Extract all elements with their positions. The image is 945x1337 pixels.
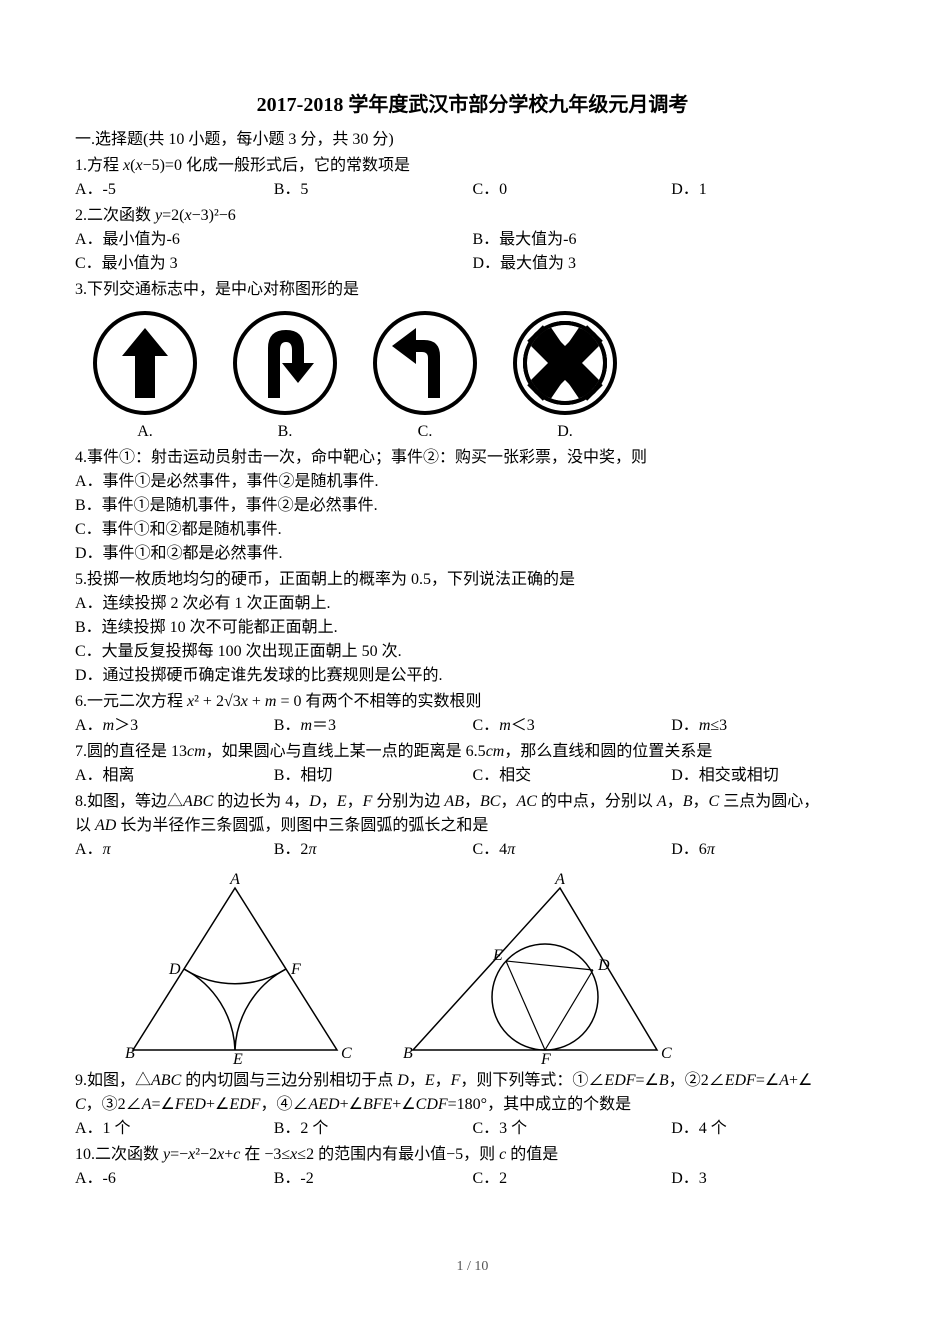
q10-opt-a: A．-6 (75, 1167, 274, 1191)
q10-text: 10.二次函数 y=−x²−2x+c 在 −3≤x≤2 的范围内有最小值−5，则… (75, 1143, 870, 1167)
q8-opt-b: B．2π (274, 838, 473, 862)
svg-text:F: F (540, 1051, 551, 1065)
q3-opt-c: C. (418, 420, 433, 444)
q2-options-row1: A．最小值为-6 B．最大值为-6 (75, 228, 870, 252)
q4-opt-a: A．事件①是必然事件，事件②是随机事件. (75, 470, 870, 494)
q1-opt-a: A．-5 (75, 178, 274, 202)
q2-opt-c: C．最小值为 3 (75, 252, 473, 276)
q6-opt-b: B．m＝3 (274, 714, 473, 738)
q6-opt-c: C．m＜3 (473, 714, 672, 738)
q1-options: A．-5 B．5 C．0 D．1 (75, 178, 870, 202)
triangle-q9-icon: A B C E D F (395, 870, 675, 1065)
svg-text:A: A (554, 871, 565, 888)
q8-opt-a: A．π (75, 838, 274, 862)
svg-text:A: A (229, 871, 240, 888)
q1-opt-c: C．0 (473, 178, 672, 202)
q5-opt-b: B．连续投掷 10 次不可能都正面朝上. (75, 616, 870, 640)
q10-options: A．-6 B．-2 C．2 D．3 (75, 1167, 870, 1191)
q5-text: 5.投掷一枚质地均匀的硬币，正面朝上的概率为 0.5，下列说法正确的是 (75, 568, 870, 592)
page-title: 2017-2018 学年度武汉市部分学校九年级元月调考 (75, 90, 870, 120)
q7-opt-c: C．相交 (473, 764, 672, 788)
q7-options: A．相离 B．相切 C．相交 D．相交或相切 (75, 764, 870, 788)
q9-opt-b: B．2 个 (274, 1117, 473, 1141)
svg-text:E: E (232, 1051, 243, 1065)
svg-text:B: B (125, 1045, 135, 1062)
svg-text:B: B (403, 1045, 413, 1062)
q8-opt-d: D．6π (671, 838, 870, 862)
q8-options: A．π B．2π C．4π D．6π (75, 838, 870, 862)
q1-opt-d: D．1 (671, 178, 870, 202)
svg-text:C: C (341, 1045, 352, 1062)
section-header: 一.选择题(共 10 小题，每小题 3 分，共 30 分) (75, 128, 870, 152)
q10-opt-d: D．3 (671, 1167, 870, 1191)
q7-opt-a: A．相离 (75, 764, 274, 788)
q8-text2: 以 AD 长为半径作三条圆弧，则图中三条圆弧的弧长之和是 (75, 814, 870, 838)
q1-text: 1.方程 x(x−5)=0 化成一般形式后，它的常数项是 (75, 154, 870, 178)
q1-opt-b: B．5 (274, 178, 473, 202)
q6-text: 6.一元二次方程 x² + 2√3x + m = 0 有两个不相等的实数根则 (75, 690, 870, 714)
q6-opt-d: D．m≤3 (671, 714, 870, 738)
q5-opt-a: A．连续投掷 2 次必有 1 次正面朝上. (75, 592, 870, 616)
q4-opt-d: D．事件①和②都是必然事件. (75, 542, 870, 566)
sign-a-icon (90, 308, 200, 418)
triangle-q8-icon: A B C D E F (115, 870, 355, 1065)
q8-text1: 8.如图，等边△ABC 的边长为 4，D，E，F 分别为边 AB，BC，AC 的… (75, 790, 870, 814)
q2-options-row2: C．最小值为 3 D．最大值为 3 (75, 252, 870, 276)
q3-opt-a: A. (137, 420, 153, 444)
page-number: 1 / 10 (0, 1256, 945, 1277)
q2-opt-d: D．最大值为 3 (473, 252, 871, 276)
q6-options: A．m＞3 B．m＝3 C．m＜3 D．m≤3 (75, 714, 870, 738)
q9-text2: C，③2∠A=∠FED+∠EDF，④∠AED+∠BFE+∠CDF=180°，其中… (75, 1093, 870, 1117)
q7-opt-b: B．相切 (274, 764, 473, 788)
q7-text: 7.圆的直径是 13cm，如果圆心与直线上某一点的距离是 6.5cm，那么直线和… (75, 740, 870, 764)
traffic-signs: A. B. C. (85, 308, 870, 444)
q9-options: A．1 个 B．2 个 C．3 个 D．4 个 (75, 1117, 870, 1141)
q5-opt-d: D．通过投掷硬币确定谁先发球的比赛规则是公平的. (75, 664, 870, 688)
q4-opt-b: B．事件①是随机事件，事件②是必然事件. (75, 494, 870, 518)
q3-opt-d: D. (557, 420, 573, 444)
q10-opt-c: C．2 (473, 1167, 672, 1191)
q9-opt-c: C．3 个 (473, 1117, 672, 1141)
q9-text1: 9.如图，△ABC 的内切圆与三边分别相切于点 D，E，F，则下列等式：①∠ED… (75, 1069, 870, 1093)
q7-opt-d: D．相交或相切 (671, 764, 870, 788)
sign-d-icon (510, 308, 620, 418)
q3-opt-b: B. (278, 420, 293, 444)
q9-opt-a: A．1 个 (75, 1117, 274, 1141)
svg-text:E: E (492, 947, 503, 964)
q8-opt-c: C．4π (473, 838, 672, 862)
q2-opt-b: B．最大值为-6 (473, 228, 871, 252)
q4-text: 4.事件①：射击运动员射击一次，命中靶心；事件②：购买一张彩票，没中奖，则 (75, 446, 870, 470)
q9-opt-d: D．4 个 (671, 1117, 870, 1141)
svg-text:D: D (168, 961, 181, 978)
sign-b-icon (230, 308, 340, 418)
q3-text: 3.下列交通标志中，是中心对称图形的是 (75, 278, 870, 302)
q4-opt-c: C．事件①和②都是随机事件. (75, 518, 870, 542)
q10-opt-b: B．-2 (274, 1167, 473, 1191)
q5-opt-c: C．大量反复投掷每 100 次出现正面朝上 50 次. (75, 640, 870, 664)
svg-text:C: C (661, 1045, 672, 1062)
triangle-figures: A B C D E F A B C E D F (115, 870, 870, 1065)
q6-opt-a: A．m＞3 (75, 714, 274, 738)
q2-opt-a: A．最小值为-6 (75, 228, 473, 252)
q2-text: 2.二次函数 y=2(x−3)²−6 (75, 204, 870, 228)
sign-c-icon (370, 308, 480, 418)
svg-text:D: D (597, 957, 610, 974)
svg-text:F: F (290, 961, 301, 978)
